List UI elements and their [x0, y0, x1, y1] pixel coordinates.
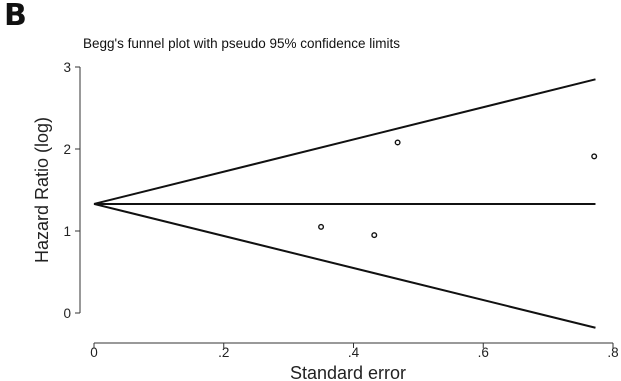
axes: 0 1 2 3 0 .2 .4 .6 .8 [63, 60, 618, 360]
chart-title: Begg's funnel plot with pseudo 95% confi… [83, 36, 401, 51]
x-tick-label: .6 [478, 345, 489, 360]
panel-letter: B [4, 0, 27, 33]
x-tick-label: .4 [348, 345, 360, 360]
data-point [591, 153, 598, 160]
data-points [318, 139, 598, 239]
y-tick-label: 2 [63, 142, 71, 157]
data-point [394, 139, 401, 146]
y-axis-label: Hazard Ratio (log) [32, 117, 52, 263]
x-tick-label: .8 [607, 345, 618, 360]
y-tick-label: 0 [63, 306, 71, 321]
lower-confidence-limit [93, 202, 596, 329]
confidence-lines [93, 78, 596, 329]
x-tick-label: 0 [90, 345, 98, 360]
x-axis-label: Standard error [290, 363, 406, 381]
upper-confidence-limit [93, 78, 596, 205]
y-tick-label: 1 [63, 224, 71, 239]
data-point [318, 223, 325, 230]
y-tick-label: 3 [63, 60, 71, 75]
x-tick-label: .2 [218, 345, 229, 360]
data-point [371, 232, 378, 239]
